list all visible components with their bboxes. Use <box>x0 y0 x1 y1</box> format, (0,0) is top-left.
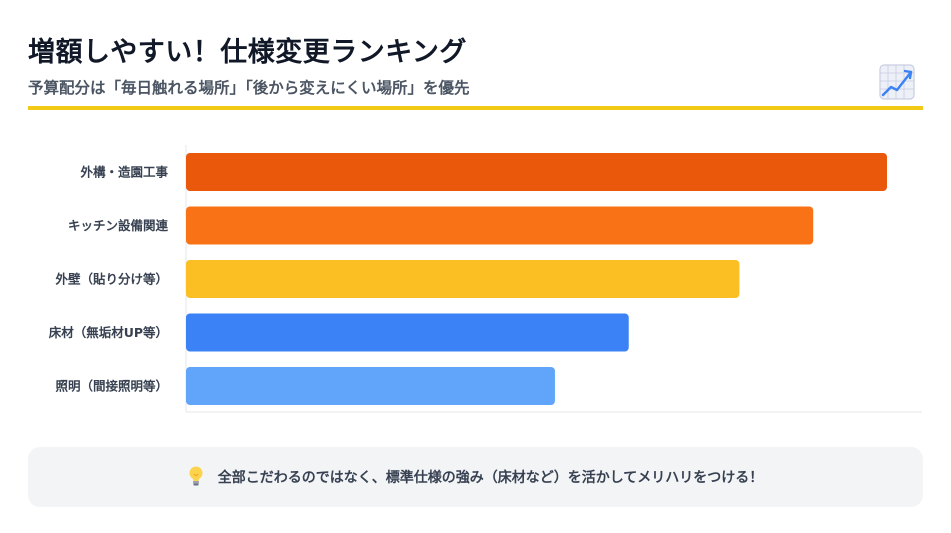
bar <box>186 207 813 245</box>
bar <box>186 153 887 191</box>
tip-text: 全部こだわるのではなく、標準仕様の強み（床材など）を活かしてメリハリをつける！ <box>218 467 764 487</box>
header-divider <box>28 106 923 110</box>
category-label: キッチン設備関連 <box>68 218 169 233</box>
category-label: 床材（無垢材UP等） <box>49 325 168 340</box>
category-label: 外壁（貼り分け等） <box>54 272 168 287</box>
bar <box>186 367 555 405</box>
category-label: 照明（間接照明等） <box>55 379 168 394</box>
tip-box: 全部こだわるのではなく、標準仕様の強み（床材など）を活かしてメリハリをつける！ <box>28 447 923 507</box>
page-title: 増額しやすい！仕様変更ランキング <box>28 30 467 69</box>
light-bulb-icon <box>188 466 204 488</box>
bar <box>186 260 739 298</box>
chart-increasing-icon <box>878 63 916 101</box>
bar <box>186 314 629 352</box>
category-label: 外構・造園工事 <box>79 165 168 180</box>
page-subtitle: 予算配分は「毎日触れる場所」「後から変えにくい場所」を優先 <box>28 76 469 98</box>
